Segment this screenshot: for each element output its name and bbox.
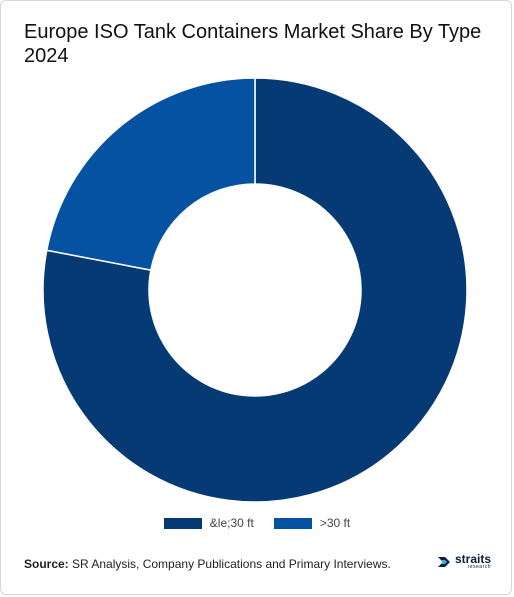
legend-label-gt30: >30 ft xyxy=(319,516,351,530)
legend-item-gt30[interactable]: >30 ft xyxy=(273,516,351,530)
donut-slice-0[interactable] xyxy=(42,77,468,503)
legend-swatch-gt30 xyxy=(273,517,312,529)
source-text: SR Analysis, Company Publications and Pr… xyxy=(68,557,391,571)
source-label: Source: xyxy=(24,557,69,571)
source-note: Source: SR Analysis, Company Publication… xyxy=(24,557,391,571)
logo-subtext: research xyxy=(467,564,492,570)
straits-logo-icon xyxy=(438,556,450,567)
chart-title: Europe ISO Tank Containers Market Share … xyxy=(24,21,482,67)
donut-slice-1[interactable] xyxy=(45,77,256,272)
logo-wordmark: straits xyxy=(455,552,492,566)
legend: &le;30 ft >30 ft xyxy=(0,516,514,530)
legend-item-le30[interactable]: &le;30 ft xyxy=(163,516,254,530)
donut-chart xyxy=(42,77,468,503)
legend-label-le30: &le;30 ft xyxy=(209,516,254,530)
legend-swatch-le30 xyxy=(163,517,202,529)
straits-research-logo: straits research xyxy=(436,553,491,570)
